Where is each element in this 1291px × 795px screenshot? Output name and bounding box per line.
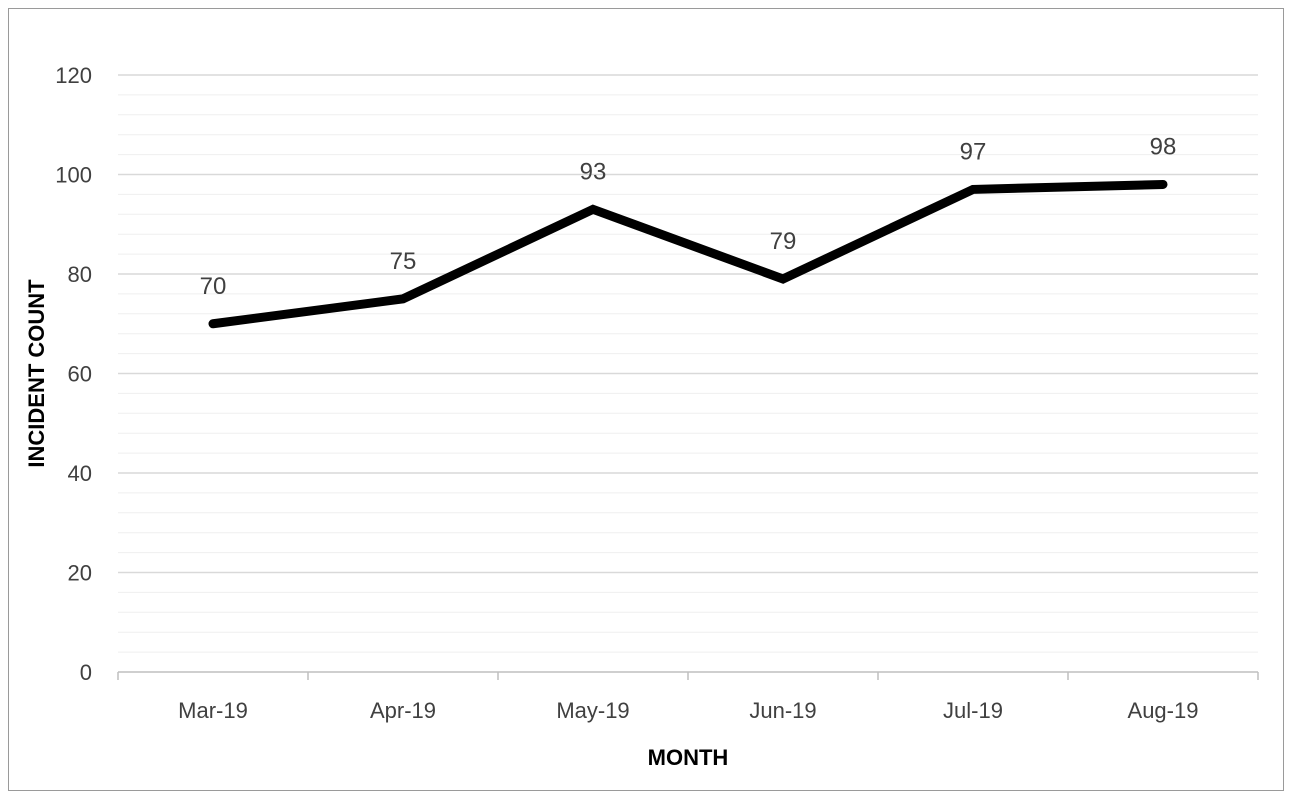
x-tick-label: Jun-19 [749, 698, 816, 723]
data-labels: 70 75 93 79 97 98 [200, 133, 1177, 299]
data-label: 79 [770, 228, 797, 255]
y-tick-label: 80 [68, 262, 92, 287]
data-label: 70 [200, 273, 227, 300]
data-point [402, 297, 404, 300]
series-line [208, 179, 1168, 329]
x-tick-label: Jul-19 [943, 698, 1003, 723]
y-tick-label: 100 [55, 163, 92, 188]
x-tick-label: Mar-19 [178, 698, 248, 723]
data-point [782, 277, 784, 280]
x-axis [117, 671, 1259, 680]
data-label: 98 [1150, 133, 1177, 160]
y-axis-title: INCIDENT COUNT [24, 279, 49, 468]
x-axis-title: MONTH [648, 745, 729, 770]
data-point [972, 188, 974, 191]
x-axis-tick-labels: Mar-19 Apr-19 May-19 Jun-19 Jul-19 Aug-19 [178, 698, 1198, 723]
major-gridlines [118, 74, 1258, 574]
data-point [592, 208, 594, 211]
y-tick-label: 20 [68, 561, 92, 586]
data-point [1162, 183, 1164, 186]
y-axis-tick-labels: 0 20 40 60 80 100 120 [55, 63, 92, 685]
y-tick-label: 0 [80, 660, 92, 685]
y-tick-label: 120 [55, 63, 92, 88]
data-label: 93 [580, 158, 607, 185]
minor-gridlines [118, 94, 1258, 653]
data-point [212, 322, 214, 325]
data-label: 75 [390, 248, 417, 275]
y-tick-label: 60 [68, 362, 92, 387]
x-tick-label: Aug-19 [1128, 698, 1199, 723]
x-tick-label: May-19 [556, 698, 629, 723]
x-tick-label: Apr-19 [370, 698, 436, 723]
series-group [208, 179, 1168, 329]
y-tick-label: 40 [68, 461, 92, 486]
data-label: 97 [960, 138, 987, 165]
chart-frame [8, 8, 1284, 791]
